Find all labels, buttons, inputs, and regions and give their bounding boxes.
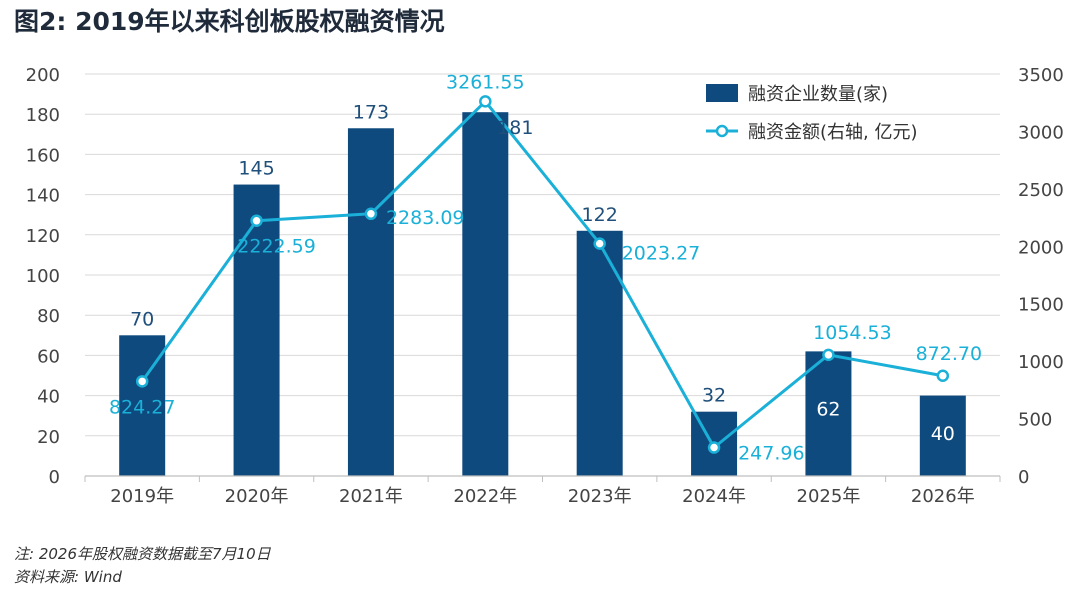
line-data-label: 3261.55 <box>446 71 525 93</box>
bar <box>576 230 623 476</box>
data-labels: 70 145 173 181 122 32 62 40 824.27 2222.59 2283.09… <box>109 71 982 464</box>
y-right-tick-label: 3000 <box>1018 122 1064 143</box>
x-tick-label: 2022年 <box>453 486 517 507</box>
y-left-tick-label: 200 <box>26 65 60 86</box>
x-tick-label: 2024年 <box>682 486 746 507</box>
bar <box>233 184 280 477</box>
line-data-label: 872.70 <box>916 343 982 365</box>
bar-data-label: 40 <box>931 423 955 445</box>
y-right-tick-label: 2000 <box>1018 237 1064 258</box>
bar-data-label: 181 <box>497 117 533 139</box>
line-point <box>822 348 835 362</box>
x-tick-label: 2019年 <box>110 486 174 507</box>
line-point <box>707 441 721 454</box>
legend: 融资企业数量(家) 融资金额(右轴, 亿元) <box>706 84 918 143</box>
line-point <box>593 237 606 250</box>
bar <box>462 112 509 476</box>
bar <box>919 395 966 476</box>
y-left-tick-label: 140 <box>26 186 60 207</box>
bar <box>805 351 852 476</box>
x-tick-label: 2020年 <box>225 486 289 507</box>
x-tick-label: 2021年 <box>339 486 403 507</box>
y-left-tick-label: 40 <box>37 387 60 408</box>
x-tick-label: 2023年 <box>568 486 632 507</box>
footnote: 注: 2026年股权融资数据截至7月10日 <box>14 545 271 563</box>
line-series <box>135 95 950 454</box>
line-data-label: 2222.59 <box>237 236 316 258</box>
legend-label-line: 融资金额(右轴, 亿元) <box>748 122 918 143</box>
bar-data-label: 145 <box>238 158 274 180</box>
legend-label-bar: 融资企业数量(家) <box>748 84 888 105</box>
y-right-tick-label: 3500 <box>1018 65 1064 86</box>
y-right-tick-label: 500 <box>1018 410 1052 431</box>
y-left-tick-label: 80 <box>37 306 60 327</box>
bar-data-label: 173 <box>353 101 389 123</box>
bar-data-label: 62 <box>816 398 840 420</box>
combo-chart: 70 145 173 181 122 32 62 40 824.27 2222.59 2283.09… <box>26 65 1064 507</box>
y-right-tick-label: 1000 <box>1018 352 1064 373</box>
x-tick-label: 2025年 <box>797 486 861 507</box>
legend-swatch-bar <box>706 84 738 102</box>
axes: 0204060801001201401601802000500100015002… <box>26 65 1064 507</box>
line-point <box>479 95 492 108</box>
y-left-tick-label: 60 <box>37 346 60 367</box>
x-tick-label: 2026年 <box>911 486 975 507</box>
y-left-tick-label: 0 <box>49 467 60 488</box>
line-point <box>135 375 149 388</box>
line-data-label: 1054.53 <box>813 322 892 344</box>
bar-series <box>119 112 966 477</box>
line-data-label: 247.96 <box>738 443 804 465</box>
line-point <box>936 369 950 383</box>
y-right-tick-label: 0 <box>1018 467 1029 488</box>
line-data-label: 2023.27 <box>622 243 701 265</box>
source-note: 资料来源: Wind <box>14 568 122 586</box>
line-point <box>250 214 263 227</box>
y-left-tick-label: 100 <box>26 266 60 287</box>
y-right-tick-label: 1500 <box>1018 295 1064 316</box>
line-point <box>364 207 378 221</box>
chart-title: 图2: 2019年以来科创板股权融资情况 <box>14 7 445 36</box>
line-data-label: 2283.09 <box>386 207 465 229</box>
y-left-tick-label: 120 <box>26 226 60 247</box>
y-right-tick-label: 2500 <box>1018 180 1064 201</box>
y-left-tick-label: 160 <box>26 145 60 166</box>
bar <box>347 128 394 476</box>
bar-data-label: 122 <box>582 204 618 226</box>
legend-marker-line <box>715 124 729 138</box>
bar-data-label: 32 <box>702 385 726 407</box>
y-left-tick-label: 180 <box>26 105 60 126</box>
line-data-label: 824.27 <box>109 396 175 418</box>
y-left-tick-label: 20 <box>37 427 60 448</box>
bar-data-label: 70 <box>130 308 154 330</box>
line-path <box>140 99 944 450</box>
